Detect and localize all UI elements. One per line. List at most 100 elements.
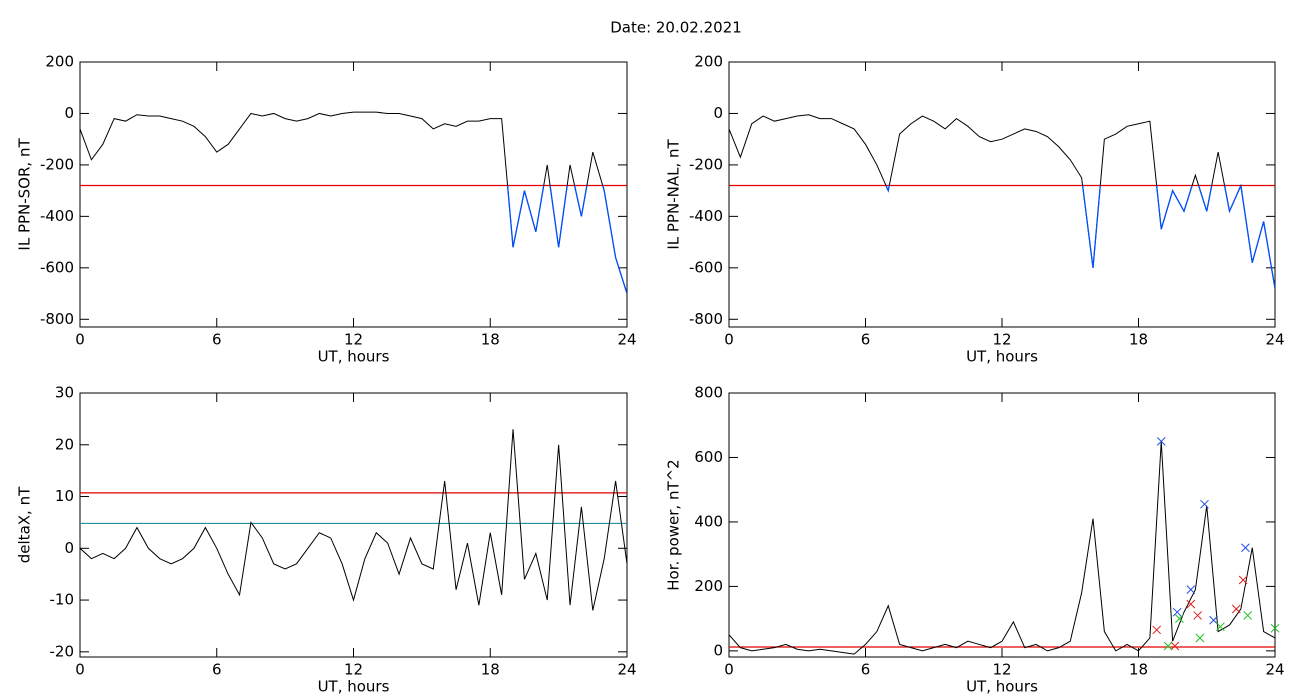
y-tick-label: 600 [694,448,723,466]
plot-frame [728,61,1276,328]
x-tick-label: 0 [724,661,734,679]
marker [1231,604,1241,614]
x-tick-label: 12 [992,661,1011,679]
y-tick-label: 0 [713,641,723,659]
x-tick-label: 0 [724,331,734,349]
marker [1172,607,1182,617]
plot-frame [79,61,628,328]
marker [1195,633,1205,643]
marker-stroke [1216,622,1225,632]
x-tick-label: 6 [212,331,222,349]
marker [1200,499,1209,509]
y-tick-label: 0 [64,104,74,122]
y-tick-label: -800 [40,310,74,328]
x-axis-label: UT, hours [318,678,390,696]
y-tick-label: -200 [40,155,74,173]
marker [1270,623,1280,633]
y-axis-label: deltaX, nT [16,486,34,563]
x-tick-label: 6 [861,661,871,679]
x-tick-label: 0 [75,661,85,679]
x-tick-label: 24 [617,661,636,679]
plot-frame [728,392,1276,658]
y-tick-label: 0 [64,539,74,557]
marker-stroke [1231,604,1241,614]
series-line [729,114,1275,289]
marker-stroke [1243,611,1253,620]
x-tick-label: 24 [1265,331,1284,349]
marker-stroke [1195,633,1205,643]
y-tick-label: -600 [689,258,723,276]
x-tick-label: 18 [481,331,500,349]
y-tick-label: -800 [689,310,723,328]
y-axis-label: IL PPN-NAL, nT [665,139,683,250]
y-tick-label: -400 [689,207,723,225]
marker [1186,599,1196,609]
x-tick-label: 6 [861,331,871,349]
x-tick-label: 12 [344,331,363,349]
marker [1152,625,1162,635]
series-line-below [506,185,627,294]
x-tick-label: 12 [992,331,1011,349]
marker [1241,543,1250,553]
y-tick-label: -20 [50,642,75,660]
marker [1186,585,1196,594]
y-tick-label: -10 [50,591,75,609]
marker-stroke [1152,625,1162,635]
marker [1216,622,1225,632]
marker-stroke [1270,623,1280,633]
x-tick-label: 0 [75,331,85,349]
y-tick-label: -600 [40,258,74,276]
y-tick-label: 30 [55,384,74,402]
series-line [729,441,1275,655]
x-tick-label: 18 [481,661,500,679]
x-axis-label: UT, hours [966,348,1038,366]
x-axis-label: UT, hours [966,678,1038,696]
marker-stroke [1172,607,1182,617]
y-tick-label: 0 [713,104,723,122]
y-tick-label: 200 [45,53,74,71]
marker [1163,641,1173,651]
x-axis-label: UT, hours [318,348,390,366]
marker-stroke [1186,599,1196,609]
marker-stroke [1241,543,1250,553]
marker [1156,436,1166,446]
marker [1170,641,1180,651]
marker-stroke [1163,641,1173,651]
y-tick-label: 20 [55,435,74,453]
marker [1193,611,1203,620]
marker [1175,614,1184,623]
series-line [80,111,627,294]
y-tick-label: -200 [689,155,723,173]
y-tick-label: 800 [694,384,723,402]
x-tick-label: 18 [1129,331,1148,349]
y-axis-label: Hor. power, nT^2 [665,459,683,590]
x-tick-label: 24 [617,331,636,349]
marker-stroke [1170,641,1180,651]
series-line-below [885,185,1275,289]
marker-stroke [1209,615,1218,625]
marker-stroke [1200,499,1209,509]
x-tick-label: 6 [212,661,222,679]
panel: 0 6 12 18 24 -20 -10 0 10 20 30 UT, hours deltaX, nT [16,384,637,696]
y-tick-label: 400 [694,512,723,530]
marker [1243,611,1253,620]
plot-frame [79,392,628,658]
series-line [80,429,627,611]
marker-stroke [1193,611,1203,620]
x-tick-label: 24 [1265,661,1284,679]
marker-stroke [1175,614,1184,623]
x-tick-label: 18 [1129,661,1148,679]
y-tick-label: 10 [55,487,74,505]
panel: 0 6 12 18 24 -800 -600 -400 -200 0 200 UT, hours IL … [665,53,1285,366]
figure-title: Date: 20.02.2021 [610,19,742,37]
marker [1238,575,1248,585]
panel: 0 6 12 18 24 -800 -600 -400 -200 0 200 UT, hours IL … [16,53,637,366]
panel: 0 6 12 18 24 0 200 400 600 800 UT, hours Hor. power… [665,384,1285,696]
marker-stroke [1238,575,1248,585]
y-tick-label: -400 [40,207,74,225]
y-tick-label: 200 [694,577,723,595]
x-tick-label: 12 [344,661,363,679]
marker-stroke [1156,436,1166,446]
y-tick-label: 200 [694,53,723,71]
